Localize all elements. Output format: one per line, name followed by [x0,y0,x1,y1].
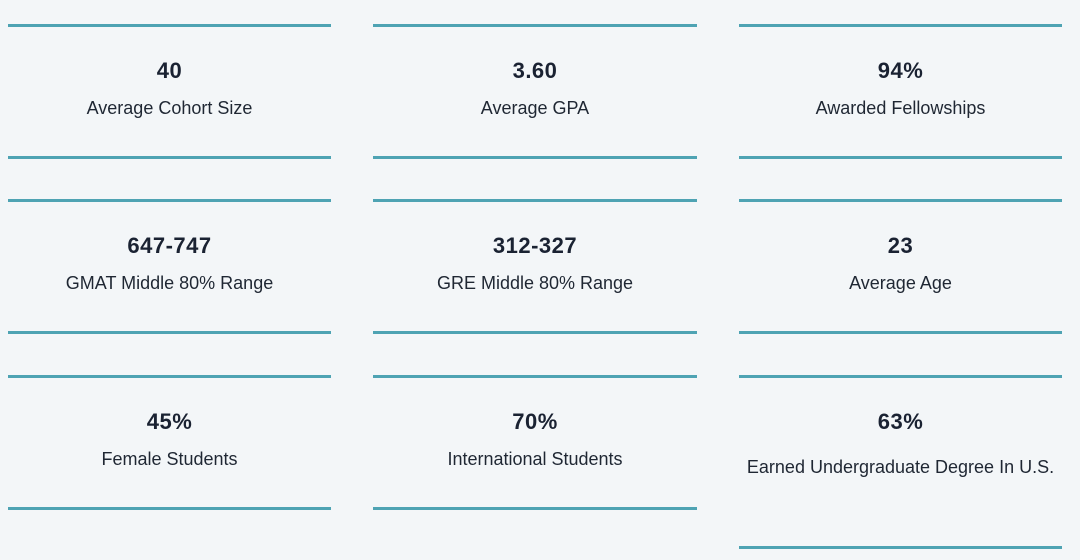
stat-value: 94% [877,58,924,83]
stat-card-fellowships: 94% Awarded Fellowships [739,24,1062,159]
stat-label: GMAT Middle 80% Range [65,273,274,293]
stat-card-cohort-size: 40 Average Cohort Size [8,24,331,159]
stat-card-gpa: 3.60 Average GPA [373,24,697,159]
stats-grid: 40 Average Cohort Size 3.60 Average GPA … [8,24,1062,549]
stat-label: Earned Undergraduate Degree In U.S. [746,457,1055,477]
stat-value: 63% [877,409,924,434]
stat-card-average-age: 23 Average Age [739,199,1062,334]
stat-value: 45% [146,409,193,434]
stat-value: 40 [156,58,183,83]
stat-value: 3.60 [512,58,558,83]
stat-label: Average Cohort Size [86,98,253,118]
stat-value: 70% [512,409,558,434]
stat-card-female-students: 45% Female Students [8,375,331,510]
stat-card-international-students: 70% International Students [373,375,697,510]
stat-card-gmat-range: 647-747 GMAT Middle 80% Range [8,199,331,334]
stat-label: Average Age [849,273,952,293]
stat-value: 23 [887,233,914,258]
stat-label: Average GPA [480,98,590,118]
stat-value: 647-747 [127,233,212,258]
stat-label: International Students [447,449,623,469]
stat-card-gre-range: 312-327 GRE Middle 80% Range [373,199,697,334]
stat-label: GRE Middle 80% Range [436,273,634,293]
stat-value: 312-327 [492,233,578,258]
stat-card-us-undergraduate-degree: 63% Earned Undergraduate Degree In U.S. [739,375,1062,549]
stat-label: Female Students [101,449,238,469]
stat-label: Awarded Fellowships [815,98,986,118]
